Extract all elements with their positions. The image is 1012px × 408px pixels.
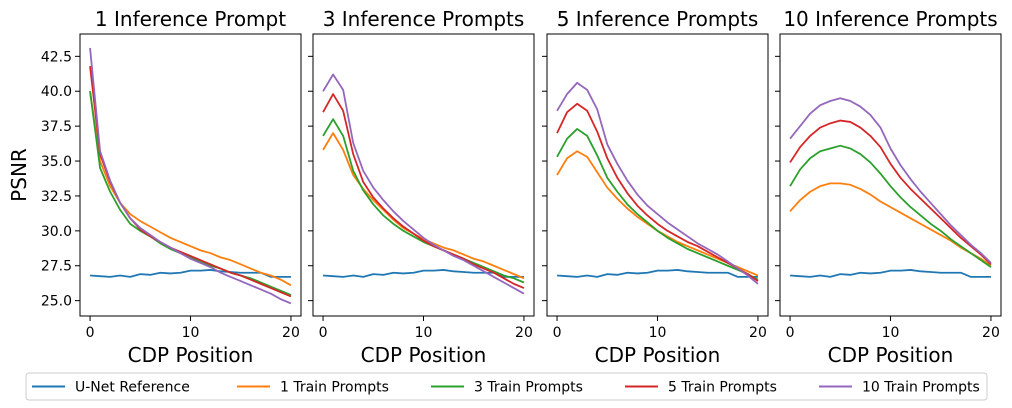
x-tick-label: 20 xyxy=(749,325,767,341)
x-axis-label: CDP Position xyxy=(828,343,954,367)
y-tick-label: 30.0 xyxy=(41,224,72,240)
x-axis-label: CDP Position xyxy=(128,343,254,367)
y-tick-label: 35.0 xyxy=(41,154,72,170)
y-tick-label: 42.5 xyxy=(41,49,72,65)
panel-title: 5 Inference Prompts xyxy=(557,7,759,31)
panel-10-inference-prompts: 10 Inference Prompts 0 10 20 CDP Position xyxy=(775,7,1002,367)
x-tick-label: 0 xyxy=(319,325,328,341)
x-axis-label: CDP Position xyxy=(361,343,487,367)
legend: U-Net Reference 1 Train Prompts 3 Train Pr… xyxy=(25,372,988,401)
series-line-u-net-reference xyxy=(556,269,758,278)
x-tick-label: 10 xyxy=(182,325,200,341)
series-line-1-train-prompts xyxy=(322,132,525,280)
panel-5-inference-prompts: 5 Inference Prompts 0 10 20 CDP Position xyxy=(542,7,769,367)
series-line-3-train-prompts xyxy=(789,144,992,268)
series-line-10-train-prompts xyxy=(322,73,525,295)
series-line-5-train-prompts xyxy=(322,93,525,289)
x-tick-label: 0 xyxy=(86,325,95,341)
series-line-10-train-prompts xyxy=(789,97,992,264)
y-tick-label: 25.0 xyxy=(41,294,72,310)
series-line-5-train-prompts xyxy=(556,102,759,282)
series-line-u-net-reference xyxy=(789,269,991,278)
series-line-3-train-prompts xyxy=(556,128,759,281)
legend-label: 3 Train Prompts xyxy=(474,380,583,396)
series-line-10-train-prompts xyxy=(556,81,759,285)
x-tick-label: 0 xyxy=(553,325,562,341)
y-tick-label: 40.0 xyxy=(41,84,72,100)
series-line-5-train-prompts xyxy=(789,119,992,265)
x-tick-label: 20 xyxy=(282,325,300,341)
x-tick-label: 20 xyxy=(982,325,1000,341)
axes-frame xyxy=(546,33,769,317)
y-tick-label: 27.5 xyxy=(41,259,72,275)
panel-3-inference-prompts: 3 Inference Prompts 0 10 20 CDP Position xyxy=(308,7,535,367)
axes-frame xyxy=(79,33,302,317)
series-line-3-train-prompts xyxy=(89,91,292,296)
x-tick-label: 10 xyxy=(649,325,667,341)
y-tick-label: 37.5 xyxy=(41,119,72,135)
x-tick-label: 0 xyxy=(786,325,795,341)
legend-box xyxy=(25,372,988,401)
axes-frame xyxy=(779,33,1002,317)
series-line-1-train-prompts xyxy=(789,182,992,267)
series-line-3-train-prompts xyxy=(322,118,525,284)
legend-label: 10 Train Prompts xyxy=(862,380,980,396)
legend-item-u-net-reference: U-Net Reference xyxy=(32,380,190,396)
series-line-5-train-prompts xyxy=(89,66,292,298)
legend-label: 5 Train Prompts xyxy=(668,380,777,396)
panel-1-inference-prompt: 1 Inference Prompt 0 10 20 25.0 27.5 30.0 32.5 3… xyxy=(41,7,302,367)
legend-item-5-train-prompts: 5 Train Prompts xyxy=(625,380,777,396)
series-line-10-train-prompts xyxy=(89,47,292,305)
legend-item-10-train-prompts: 10 Train Prompts xyxy=(819,380,980,396)
y-tick-label: 32.5 xyxy=(41,189,72,205)
legend-label: 1 Train Prompts xyxy=(280,380,389,396)
legend-label: U-Net Reference xyxy=(75,380,190,396)
panel-title: 1 Inference Prompt xyxy=(95,7,286,31)
panel-title: 10 Inference Prompts xyxy=(783,7,997,31)
legend-item-1-train-prompts: 1 Train Prompts xyxy=(237,380,389,396)
series-line-u-net-reference xyxy=(89,269,291,278)
x-tick-label: 10 xyxy=(882,325,900,341)
y-axis-label: PSNR xyxy=(7,148,31,202)
series-line-u-net-reference xyxy=(322,269,524,278)
x-tick-label: 20 xyxy=(515,325,533,341)
legend-item-3-train-prompts: 3 Train Prompts xyxy=(431,380,583,396)
panel-title: 3 Inference Prompts xyxy=(323,7,525,31)
x-axis-label: CDP Position xyxy=(595,343,721,367)
x-tick-label: 10 xyxy=(415,325,433,341)
